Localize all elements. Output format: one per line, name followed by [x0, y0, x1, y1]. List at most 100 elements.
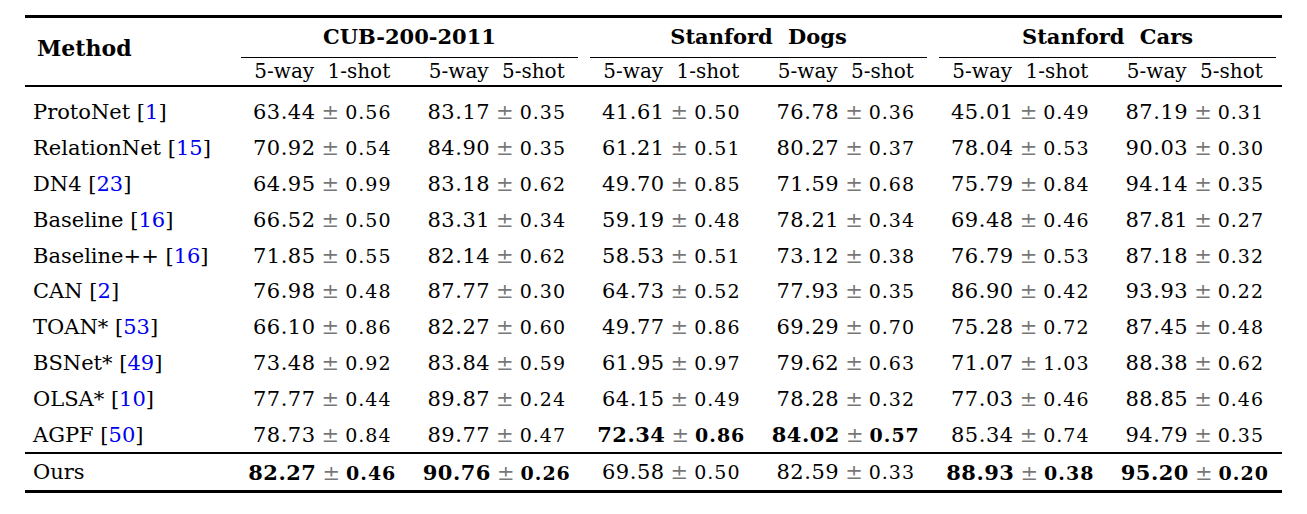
accuracy-value: 75.79: [951, 172, 1014, 196]
plus-minus-sign: ±: [496, 172, 514, 196]
result-cell: 93.93±0.22: [1108, 273, 1283, 309]
result-cell: 70.92±0.54: [235, 130, 410, 166]
subheader-cars-5shot: 5-way 5-shot: [1108, 58, 1283, 86]
error-margin: 0.48: [345, 280, 391, 302]
citation-link[interactable]: 23: [96, 172, 123, 196]
citation-link[interactable]: 1: [145, 100, 158, 124]
citation-link[interactable]: 49: [127, 351, 154, 375]
plus-minus-sign: ±: [322, 387, 340, 411]
error-margin: 0.46: [346, 462, 396, 484]
citation-bracket-open: [: [100, 423, 108, 447]
result-cell: 78.04±0.53: [933, 130, 1108, 166]
accuracy-value: 83.17: [427, 100, 490, 124]
error-margin: 0.36: [869, 101, 915, 123]
citation: [49]: [113, 351, 163, 375]
result-cell: 85.34±0.74: [933, 417, 1108, 454]
citation-bracket-open: [: [115, 315, 123, 339]
accuracy-value: 61.95: [602, 351, 665, 375]
result-cell: 66.10±0.86: [235, 309, 410, 345]
result-cell: 78.28±0.32: [759, 381, 934, 417]
citation: [16]: [159, 244, 209, 268]
result-cell: 69.58±0.50: [584, 453, 759, 492]
method-name: OLSA*: [33, 387, 104, 411]
accuracy-value: 64.95: [253, 172, 316, 196]
plus-minus-sign: ±: [671, 351, 689, 375]
accuracy-value: 82.27: [248, 460, 316, 485]
citation-bracket-close: ]: [165, 208, 173, 232]
citation-link[interactable]: 10: [119, 387, 146, 411]
plus-minus-sign: ±: [1194, 244, 1212, 268]
result-cell: 71.07±1.03: [933, 345, 1108, 381]
plus-minus-sign: ±: [496, 387, 514, 411]
error-margin: 0.20: [1219, 462, 1269, 484]
citation: [50]: [94, 423, 144, 447]
plus-minus-sign: ±: [496, 279, 514, 303]
accuracy-value: 77.03: [951, 387, 1014, 411]
citation-link[interactable]: 53: [123, 315, 150, 339]
plus-minus-sign: ±: [671, 460, 689, 484]
error-margin: 0.84: [1043, 173, 1089, 195]
plus-minus-sign: ±: [1020, 423, 1038, 447]
accuracy-value: 59.19: [602, 208, 665, 232]
accuracy-value: 64.73: [602, 279, 665, 303]
subheader-cub-5shot: 5-way 5-shot: [410, 58, 585, 86]
result-cell: 94.79±0.35: [1108, 417, 1283, 454]
result-cell: 77.77±0.44: [235, 381, 410, 417]
error-margin: 0.26: [521, 462, 571, 484]
plus-minus-sign: ±: [496, 423, 514, 447]
result-cell: 76.78±0.36: [759, 86, 934, 131]
citation-link[interactable]: 2: [98, 279, 111, 303]
accuracy-value: 49.70: [602, 172, 665, 196]
error-margin: 0.63: [869, 352, 915, 374]
plus-minus-sign: ±: [1020, 461, 1038, 485]
accuracy-value: 78.04: [951, 136, 1014, 160]
citation: [23]: [82, 172, 132, 196]
error-margin: 0.48: [694, 209, 740, 231]
accuracy-value: 88.93: [946, 460, 1014, 485]
accuracy-value: 69.58: [602, 460, 665, 484]
method-name: Baseline: [33, 208, 124, 232]
result-cell: 79.62±0.63: [759, 345, 934, 381]
result-cell: 89.87±0.24: [410, 381, 585, 417]
error-margin: 0.50: [694, 461, 740, 483]
table-row: Ours 82.27±0.46 90.76±0.26 69.58±0.50 82…: [25, 453, 1282, 492]
group-header-label: Stanford Cars: [939, 18, 1276, 58]
citation-link[interactable]: 16: [138, 208, 165, 232]
result-cell: 61.95±0.97: [584, 345, 759, 381]
result-cell: 84.02±0.57: [759, 417, 934, 454]
method-name: AGPF: [33, 423, 94, 447]
result-cell: 59.19±0.48: [584, 202, 759, 238]
citation-link[interactable]: 16: [174, 244, 201, 268]
result-cell: 64.73±0.52: [584, 273, 759, 309]
method-column-header: Method: [25, 17, 235, 86]
plus-minus-sign: ±: [671, 100, 689, 124]
plus-minus-sign: ±: [1194, 315, 1212, 339]
method-cell: DN4 [23]: [25, 166, 235, 202]
result-cell: 71.59±0.68: [759, 166, 934, 202]
result-cell: 72.34±0.86: [584, 417, 759, 454]
result-cell: 84.90±0.35: [410, 130, 585, 166]
accuracy-value: 84.02: [772, 422, 840, 447]
error-margin: 0.50: [694, 101, 740, 123]
result-cell: 83.84±0.59: [410, 345, 585, 381]
citation-link[interactable]: 15: [176, 136, 203, 160]
result-cell: 87.81±0.27: [1108, 202, 1283, 238]
citation-link[interactable]: 50: [109, 423, 136, 447]
accuracy-value: 73.12: [777, 244, 840, 268]
plus-minus-sign: ±: [1020, 136, 1038, 160]
error-margin: 0.97: [694, 352, 740, 374]
citation-bracket-open: [: [89, 279, 97, 303]
table-row: DN4 [23] 64.95±0.99 83.18±0.62 49.70±0.8…: [25, 166, 1282, 202]
accuracy-value: 71.59: [777, 172, 840, 196]
result-cell: 94.14±0.35: [1108, 166, 1283, 202]
method-cell: Baseline [16]: [25, 202, 235, 238]
error-margin: 0.46: [1043, 209, 1089, 231]
error-margin: 0.33: [869, 461, 915, 483]
plus-minus-sign: ±: [671, 315, 689, 339]
accuracy-value: 90.76: [423, 460, 491, 485]
result-cell: 76.79±0.53: [933, 238, 1108, 274]
error-margin: 0.60: [520, 316, 566, 338]
result-cell: 77.03±0.46: [933, 381, 1108, 417]
accuracy-value: 78.73: [253, 423, 316, 447]
accuracy-value: 87.81: [1126, 208, 1189, 232]
